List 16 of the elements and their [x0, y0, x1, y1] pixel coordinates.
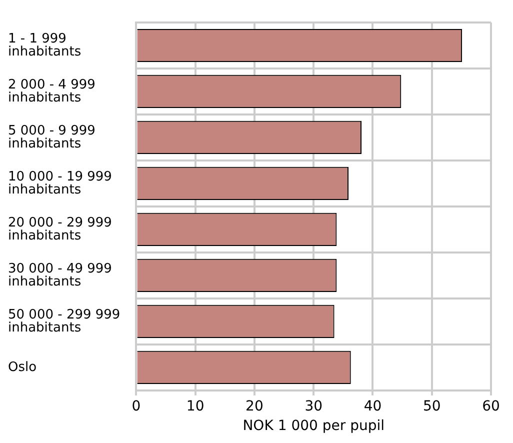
- y-tick-label: 1 - 1 999 inhabitants: [8, 31, 82, 60]
- x-tick-label: 0: [132, 398, 141, 414]
- y-tick-label: 20 000 - 29 999 inhabitants: [8, 215, 112, 244]
- x-tick-label: 60: [482, 398, 500, 414]
- y-tick-label: 10 000 - 19 999 inhabitants: [8, 169, 112, 198]
- x-tick-label: 20: [246, 398, 264, 414]
- x-tick-label: 30: [304, 398, 323, 414]
- x-tick-label: 40: [364, 398, 382, 414]
- x-tick-label: 50: [422, 398, 441, 414]
- x-axis-title: NOK 1 000 per pupil: [242, 418, 384, 434]
- y-tick-label: 5 000 - 9 999 inhabitants: [8, 123, 96, 152]
- y-tick-label: Oslo: [8, 360, 37, 375]
- x-tick-label: 10: [186, 398, 204, 414]
- y-tick-label: 50 000 - 299 999 inhabitants: [8, 307, 120, 336]
- y-tick-label: 30 000 - 49 999 inhabitants: [8, 261, 112, 290]
- y-tick-label: 2 000 - 4 999 inhabitants: [8, 77, 96, 106]
